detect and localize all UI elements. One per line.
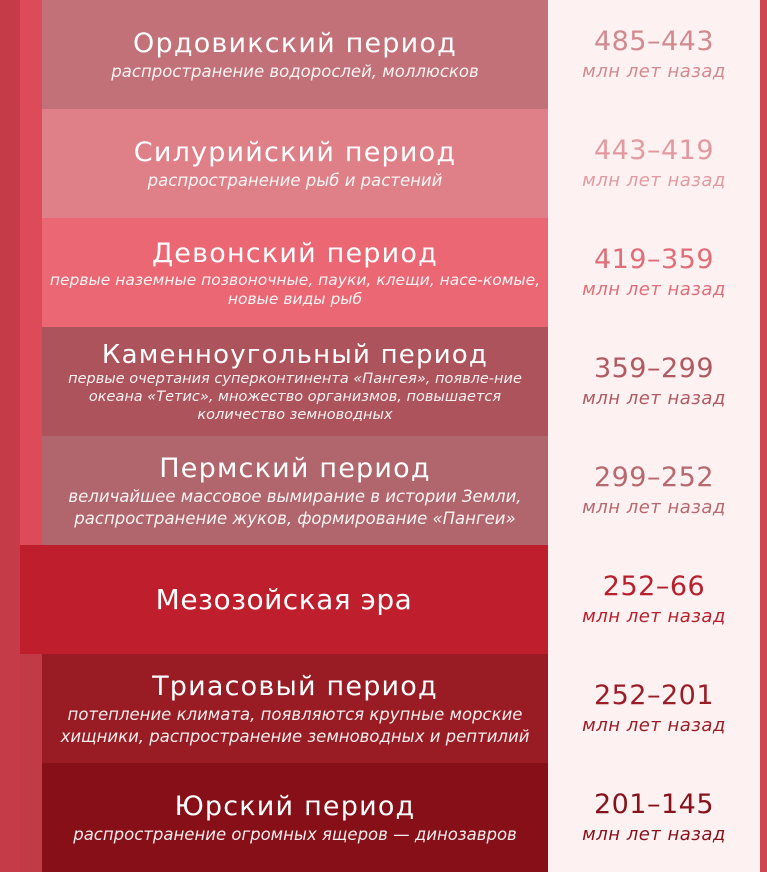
- left-edge-strip: [0, 0, 20, 872]
- period-description: первые наземные позвоночные, пауки, клещ…: [49, 270, 541, 308]
- period-row-ordovician: Ордовикский период распространение водор…: [42, 0, 548, 109]
- date-range: 419–359: [593, 243, 715, 275]
- period-title: Силурийский период: [133, 136, 457, 168]
- period-description: распространение рыб и растений: [147, 170, 443, 190]
- period-row-silurian: Силурийский период распространение рыб и…: [42, 109, 548, 218]
- date-unit: млн лет назад: [582, 169, 726, 191]
- period-row-triassic: Триасовый период потепление климата, поя…: [42, 654, 548, 763]
- era-row-mesozoic: Мезозойская эра: [20, 545, 548, 654]
- date-range: 252–201: [593, 679, 715, 711]
- date-range: 443–419: [593, 134, 715, 166]
- period-date-silurian: 443–419 млн лет назад: [548, 109, 760, 218]
- date-unit: млн лет назад: [582, 60, 726, 82]
- period-date-permian: 299–252 млн лет назад: [548, 436, 760, 545]
- period-description: распространение огромных ящеров — диноза…: [73, 824, 517, 844]
- period-title: Триасовый период: [152, 670, 438, 702]
- date-unit: млн лет назад: [582, 387, 726, 409]
- date-unit: млн лет назад: [582, 823, 726, 845]
- period-row-carboniferous: Каменноугольный период первые очертания …: [42, 327, 548, 436]
- period-date-jurassic: 201–145 млн лет назад: [548, 763, 760, 872]
- left-inner-strip: [20, 0, 42, 545]
- date-unit: млн лет назад: [582, 496, 726, 518]
- period-row-devonian: Девонский период первые наземные позвоно…: [42, 218, 548, 327]
- period-title: Ордовикский период: [133, 27, 457, 59]
- period-row-jurassic: Юрский период распространение огромных я…: [42, 763, 548, 872]
- period-date-ordovician: 485–443 млн лет назад: [548, 0, 760, 109]
- date-range: 299–252: [593, 461, 715, 493]
- era-date-mesozoic: 252–66 млн лет назад: [548, 545, 760, 654]
- period-description: величайшее массовое вымирание в истории …: [68, 486, 522, 528]
- period-date-devonian: 419–359 млн лет назад: [548, 218, 760, 327]
- period-title: Каменноугольный период: [101, 339, 489, 370]
- period-description: потепление климата, появляются крупные м…: [60, 704, 530, 746]
- date-unit: млн лет назад: [582, 278, 726, 300]
- era-title: Мезозойская эра: [155, 582, 413, 616]
- date-range: 252–66: [602, 570, 706, 602]
- period-row-permian: Пермский период величайшее массовое выми…: [42, 436, 548, 545]
- date-unit: млн лет назад: [582, 605, 726, 627]
- date-range: 201–145: [593, 788, 715, 820]
- right-edge-strip: [760, 0, 767, 872]
- period-title: Юрский период: [174, 790, 416, 822]
- date-range: 485–443: [593, 25, 715, 57]
- period-date-triassic: 252–201 млн лет назад: [548, 654, 760, 763]
- period-description: распространение водорослей, моллюсков: [111, 61, 479, 81]
- date-unit: млн лет назад: [582, 714, 726, 736]
- period-description: первые очертания суперконтинента «Пангея…: [68, 370, 522, 423]
- dates-column: [548, 0, 760, 872]
- period-title: Девонский период: [152, 237, 438, 269]
- date-range: 359–299: [593, 352, 715, 384]
- period-date-carboniferous: 359–299 млн лет назад: [548, 327, 760, 436]
- period-title: Пермский период: [159, 452, 431, 484]
